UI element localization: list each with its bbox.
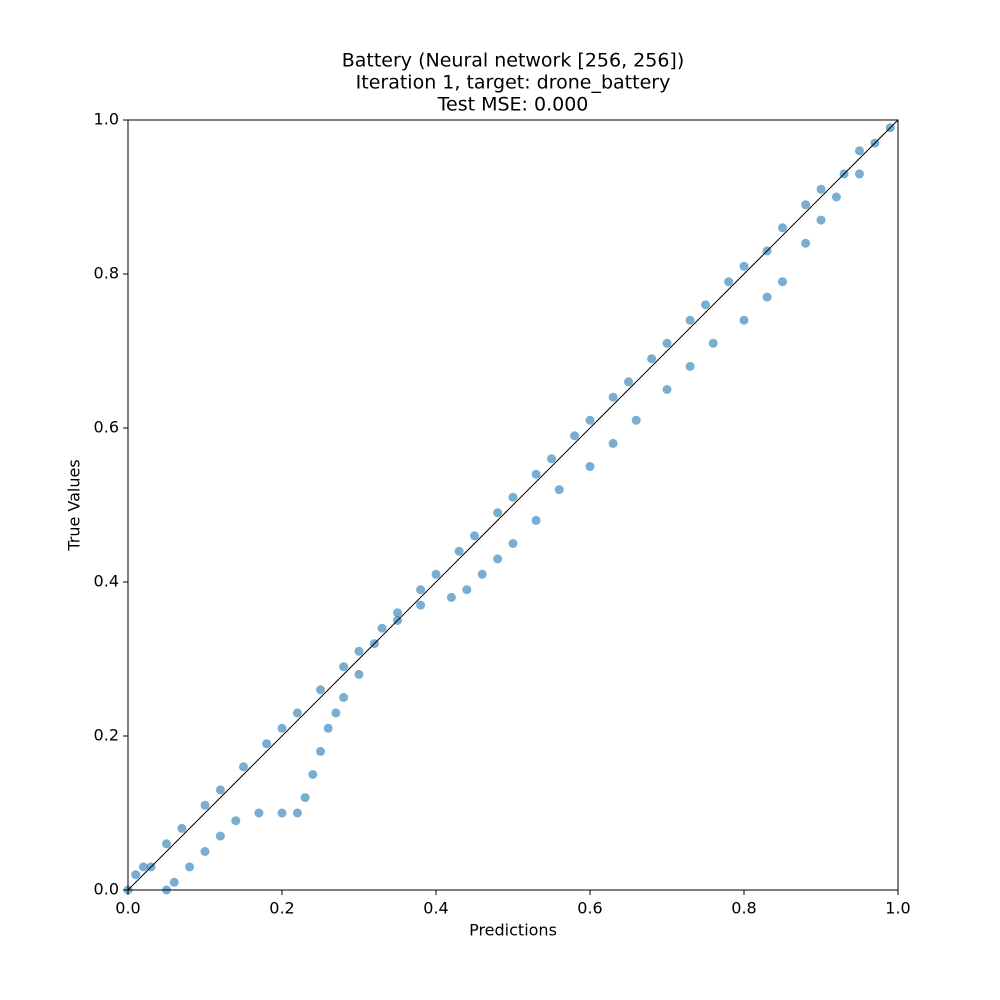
scatter-point <box>647 354 657 364</box>
scatter-point <box>200 800 210 810</box>
scatter-point <box>477 569 487 579</box>
scatter-point <box>185 862 195 872</box>
x-tick-label: 0.6 <box>577 899 602 918</box>
scatter-point <box>685 361 695 371</box>
scatter-point <box>277 808 287 818</box>
scatter-point <box>762 292 772 302</box>
y-tick-label: 0.4 <box>94 572 119 591</box>
scatter-point <box>816 184 826 194</box>
x-axis-label: Predictions <box>469 921 557 940</box>
y-tick-label: 0.2 <box>94 726 119 745</box>
scatter-point <box>354 669 364 679</box>
scatter-point <box>801 238 811 248</box>
scatter-point <box>778 223 787 233</box>
scatter-point <box>662 385 672 394</box>
scatter-point <box>570 431 580 441</box>
scatter-point <box>323 723 333 733</box>
scatter-point <box>339 693 349 702</box>
scatter-point <box>454 546 464 556</box>
scatter-point <box>816 215 826 225</box>
y-tick-label: 0.8 <box>94 264 119 283</box>
scatter-point <box>739 261 749 271</box>
scatter-point <box>831 192 841 202</box>
x-tick-label: 0.0 <box>115 899 140 918</box>
x-tick-label: 0.8 <box>731 899 756 918</box>
scatter-point <box>470 531 479 541</box>
scatter-point <box>708 338 718 348</box>
chart-subtitle: Iteration 1, target: drone_battery <box>356 72 671 94</box>
scatter-point <box>177 823 187 833</box>
scatter-point <box>508 492 518 502</box>
scatter-point <box>624 377 633 387</box>
scatter-point <box>316 746 325 756</box>
scatter-point <box>662 338 672 348</box>
scatter-point <box>608 438 618 448</box>
x-tick-label: 0.4 <box>423 899 448 918</box>
scatter-point <box>354 646 364 656</box>
scatter-point <box>393 608 402 618</box>
scatter-point <box>215 831 225 841</box>
scatter-point <box>277 723 287 733</box>
scatter-point <box>292 708 302 718</box>
scatter-point <box>778 277 787 287</box>
scatter-point <box>254 808 264 818</box>
reference-line <box>127 119 899 891</box>
x-tick-label: 1.0 <box>885 899 910 918</box>
scatter-point <box>131 870 141 880</box>
scatter-point <box>138 862 148 872</box>
scatter-point <box>631 415 641 425</box>
y-tick-label: 0.0 <box>94 880 119 899</box>
chart-title: Battery (Neural network [256, 256]) <box>342 50 685 72</box>
scatter-point <box>262 739 272 749</box>
scatter-point <box>446 592 456 602</box>
scatter-point <box>554 485 564 495</box>
y-tick-label: 1.0 <box>94 110 119 129</box>
scatter-point <box>239 762 248 772</box>
scatter-point <box>215 785 225 795</box>
scatter-point <box>331 708 341 718</box>
scatter-point <box>431 569 441 579</box>
scatter-point <box>585 415 595 425</box>
scatter-point <box>162 839 171 849</box>
x-tick-label: 0.2 <box>269 899 294 918</box>
scatter-point <box>855 146 864 156</box>
scatter-point <box>801 200 811 210</box>
scatter-point <box>585 462 595 471</box>
scatter-point <box>416 585 426 595</box>
y-tick-label: 0.6 <box>94 418 119 437</box>
scatter-point <box>300 793 310 803</box>
chart-subtitle: Test MSE: 0.000 <box>437 94 589 116</box>
scatter-point <box>531 469 541 479</box>
scatter-point <box>462 585 472 595</box>
scatter-point <box>739 315 749 325</box>
scatter-point <box>292 808 302 818</box>
scatter-point <box>231 816 241 826</box>
scatter-point <box>316 685 325 695</box>
scatter-point <box>493 554 503 564</box>
y-axis-label: True Values <box>65 459 84 551</box>
scatter-point <box>701 300 710 310</box>
scatter-point <box>724 277 734 287</box>
scatter-point <box>685 315 695 325</box>
scatter-point <box>308 770 318 779</box>
scatter-point <box>855 169 864 179</box>
axes-frame <box>127 119 899 891</box>
scatter-point <box>377 623 387 633</box>
scatter-point <box>339 662 349 672</box>
scatter-point <box>547 454 556 464</box>
scatter-point <box>531 515 541 525</box>
scatter-point <box>608 392 618 402</box>
scatter-point <box>493 508 503 518</box>
plot-area <box>123 119 899 895</box>
scatter-point <box>508 539 518 548</box>
scatter-point <box>200 847 210 856</box>
scatter-point <box>416 600 426 610</box>
scatter-point <box>169 877 179 887</box>
